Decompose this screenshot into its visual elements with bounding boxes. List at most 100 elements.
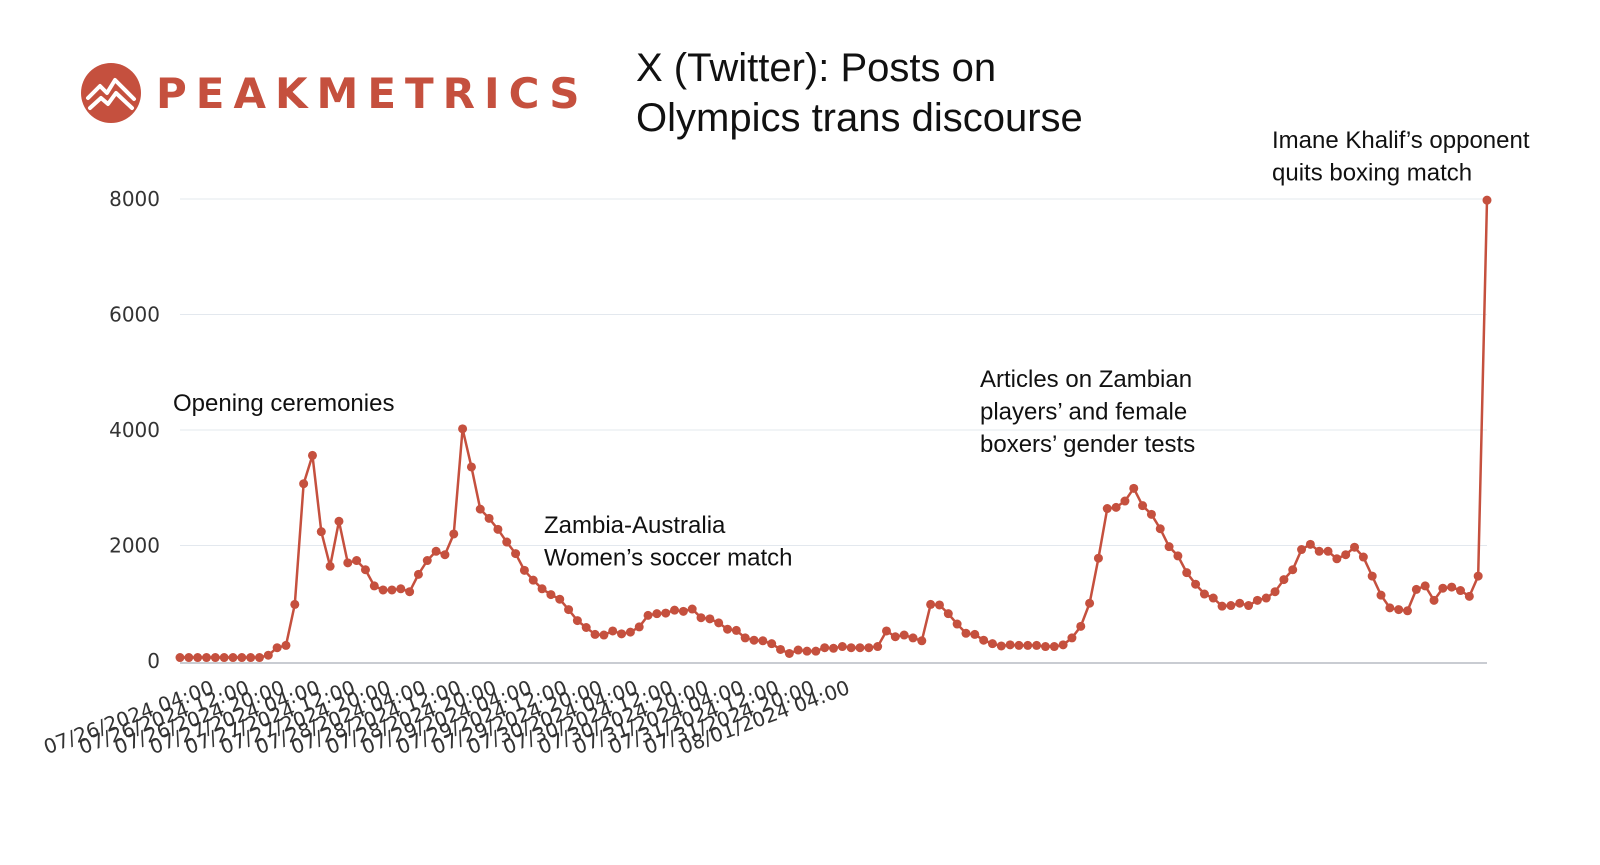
data-point: [1244, 601, 1254, 611]
data-point: [1305, 539, 1315, 549]
data-point: [307, 450, 317, 460]
data-point: [952, 619, 962, 629]
data-point: [643, 610, 653, 620]
annotation: Opening ceremonies: [173, 390, 394, 417]
data-point: [1288, 565, 1298, 575]
data-point: [820, 643, 830, 653]
data-point: [961, 628, 971, 638]
data-point: [890, 632, 900, 642]
data-point: [1032, 640, 1042, 650]
data-point: [696, 613, 706, 623]
data-point: [1279, 575, 1289, 585]
annotation: Zambia-Australia Women’s soccer match: [544, 512, 793, 572]
data-point: [670, 605, 680, 615]
grid-lines: [180, 198, 1487, 546]
data-point: [1005, 640, 1015, 650]
data-point: [758, 636, 768, 646]
data-point: [581, 623, 591, 632]
data-point: [926, 599, 936, 609]
data-point: [466, 462, 476, 472]
data-point: [1076, 621, 1086, 631]
data-point: [776, 644, 786, 654]
data-point: [237, 653, 247, 663]
data-point: [970, 629, 980, 639]
data-point: [1023, 640, 1033, 650]
data-point: [1314, 546, 1324, 556]
data-point: [979, 635, 989, 645]
data-point: [1270, 587, 1280, 597]
data-point: [1040, 642, 1050, 652]
data-point: [281, 640, 291, 650]
data-point: [1473, 571, 1483, 581]
data-point: [723, 624, 733, 634]
data-point: [396, 584, 406, 594]
data-point: [528, 575, 538, 585]
data-point: [1199, 589, 1209, 599]
data-point: [431, 546, 441, 556]
data-point: [1138, 501, 1148, 511]
chart-title-line-1: X (Twitter): Posts on: [636, 46, 997, 90]
data-point: [422, 556, 432, 566]
data-point: [537, 584, 547, 594]
data-point: [1164, 542, 1174, 552]
data-point: [599, 630, 609, 640]
data-point: [1438, 583, 1448, 593]
data-point: [316, 527, 326, 537]
data-point: [1155, 524, 1165, 534]
data-point: [360, 565, 370, 575]
data-point: [228, 653, 238, 663]
data-point: [334, 516, 344, 526]
data-point: [299, 479, 309, 489]
data-point: [705, 614, 715, 624]
annotation: Imane Khalif’s opponent quits boxing matc…: [1272, 127, 1530, 187]
data-point: [1129, 483, 1139, 493]
mountain-peak-icon: [81, 63, 141, 123]
data-point: [678, 606, 688, 616]
peakmetrics-logo: PEAKMETRICS: [80, 58, 588, 128]
data-point: [1350, 542, 1360, 552]
data-point: [634, 622, 644, 632]
data-point: [1420, 581, 1430, 591]
data-point: [1323, 546, 1333, 556]
data-point: [1447, 582, 1457, 592]
data-point: [1252, 595, 1262, 605]
data-point: [784, 648, 794, 658]
data-point: [987, 639, 997, 649]
data-point: [802, 646, 812, 656]
data-point: [1482, 195, 1492, 205]
data-point: [343, 558, 353, 568]
data-point: [1429, 595, 1439, 605]
data-point: [555, 594, 565, 604]
data-point: [899, 630, 909, 640]
data-point: [617, 629, 627, 639]
data-point: [652, 609, 662, 619]
data-point: [387, 585, 397, 595]
data-point: [1456, 586, 1466, 596]
data-point: [290, 599, 300, 609]
data-point: [405, 587, 415, 597]
y-tick-label: 0: [147, 649, 160, 673]
data-point: [1208, 593, 1218, 603]
data-point: [1464, 591, 1474, 601]
data-point: [1191, 579, 1201, 589]
data-point: [413, 569, 423, 579]
data-point: [1332, 554, 1342, 564]
data-point: [1403, 606, 1413, 616]
data-point: [475, 504, 485, 514]
y-tick-label: 8000: [109, 187, 160, 211]
chart-title-line-2: Olympics trans discourse: [636, 96, 1083, 140]
data-point: [1049, 642, 1059, 652]
data-point: [246, 653, 256, 663]
data-point: [793, 645, 803, 655]
data-point: [484, 513, 494, 523]
data-point: [714, 618, 724, 628]
data-point: [740, 633, 750, 643]
data-point: [519, 565, 529, 575]
data-point: [502, 537, 512, 547]
data-point: [1058, 640, 1068, 650]
data-point: [1067, 633, 1077, 643]
data-point: [1182, 568, 1192, 578]
data-point: [1217, 601, 1227, 611]
data-point: [325, 561, 335, 571]
